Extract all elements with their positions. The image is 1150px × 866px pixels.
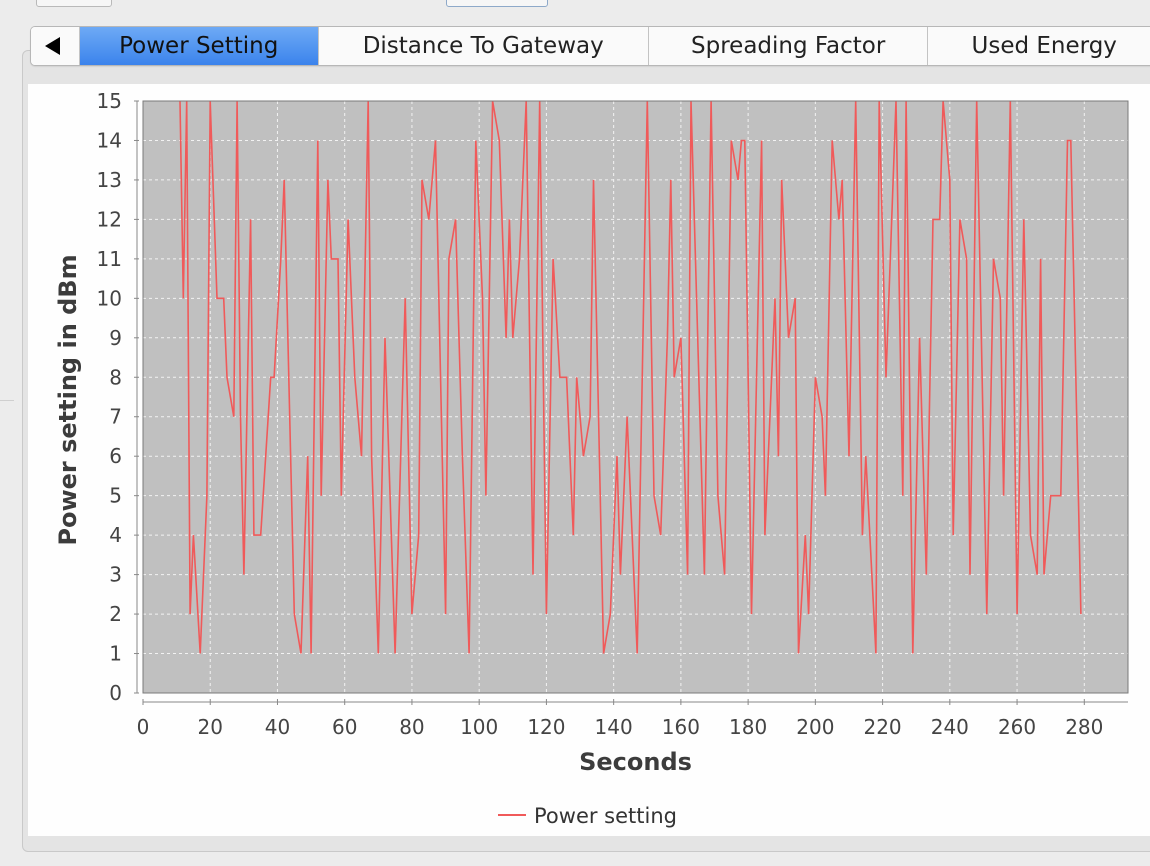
y-tick-label: 8	[109, 365, 122, 389]
y-tick-label: 6	[109, 444, 122, 468]
x-tick-label: 80	[399, 715, 424, 739]
x-tick-label: 160	[662, 715, 700, 739]
x-tick-label: 20	[198, 715, 223, 739]
x-tick-label: 240	[931, 715, 969, 739]
triangle-left-icon	[45, 37, 61, 55]
top-toolbar-strip	[0, 0, 1150, 22]
x-tick-label: 260	[998, 715, 1036, 739]
y-tick-label: 11	[97, 247, 122, 271]
axes: 0 20 40 60 80 100 120 140 160 180 200 220 240 260 280 0…	[97, 89, 1128, 739]
y-tick-label: 2	[109, 602, 122, 626]
y-axis-title: Power setting in dBm	[54, 254, 82, 545]
tab-used-energy[interactable]: Used Energy	[928, 27, 1150, 65]
series-line-power-setting	[179, 100, 1082, 654]
toolbar-control-right[interactable]	[446, 0, 548, 7]
left-divider	[0, 400, 14, 401]
y-tick-label: 0	[109, 681, 122, 705]
plot-frame	[142, 100, 1129, 694]
y-tick-label: 14	[97, 128, 122, 152]
x-tick-label: 60	[332, 715, 357, 739]
x-tick-label: 0	[137, 715, 150, 739]
y-tick-label: 13	[97, 168, 122, 192]
tab-bar: Power Setting Distance To Gateway Spread…	[30, 26, 1150, 66]
tab-distance-to-gateway[interactable]: Distance To Gateway	[318, 27, 649, 65]
x-axis-title: Seconds	[579, 748, 692, 776]
toolbar-control-left[interactable]	[36, 0, 112, 7]
y-tick-label: 12	[97, 207, 122, 231]
legend-label: Power setting	[534, 804, 677, 828]
x-tick-label: 220	[863, 715, 901, 739]
power-setting-chart: 0 20 40 60 80 100 120 140 160 180 200 220 240 260 280 0…	[54, 89, 1129, 828]
y-tick-label: 1	[109, 642, 122, 666]
chart-panel: 0 20 40 60 80 100 120 140 160 180 200 220 240 260 280 0…	[28, 84, 1150, 836]
tab-spreading-factor[interactable]: Spreading Factor	[648, 27, 929, 65]
x-tick-label: 120	[527, 715, 565, 739]
plot-area	[143, 101, 1128, 693]
y-tick-label: 5	[109, 484, 122, 508]
y-tick-label: 9	[109, 326, 122, 350]
x-tick-label: 100	[460, 715, 498, 739]
series-layer	[179, 100, 1082, 654]
x-tick-label: 140	[595, 715, 633, 739]
y-tick-label: 4	[109, 523, 122, 547]
x-tick-label: 180	[729, 715, 767, 739]
x-tick-label: 280	[1065, 715, 1103, 739]
y-tick-label: 7	[109, 405, 122, 429]
y-tick-label: 15	[97, 89, 122, 113]
x-tick-label: 200	[796, 715, 834, 739]
tab-power-setting[interactable]: Power Setting	[79, 27, 319, 65]
y-tick-label: 10	[97, 286, 122, 310]
tab-scroll-left-button[interactable]	[31, 27, 80, 65]
x-tick-label: 40	[265, 715, 290, 739]
y-tick-label: 3	[109, 563, 122, 587]
